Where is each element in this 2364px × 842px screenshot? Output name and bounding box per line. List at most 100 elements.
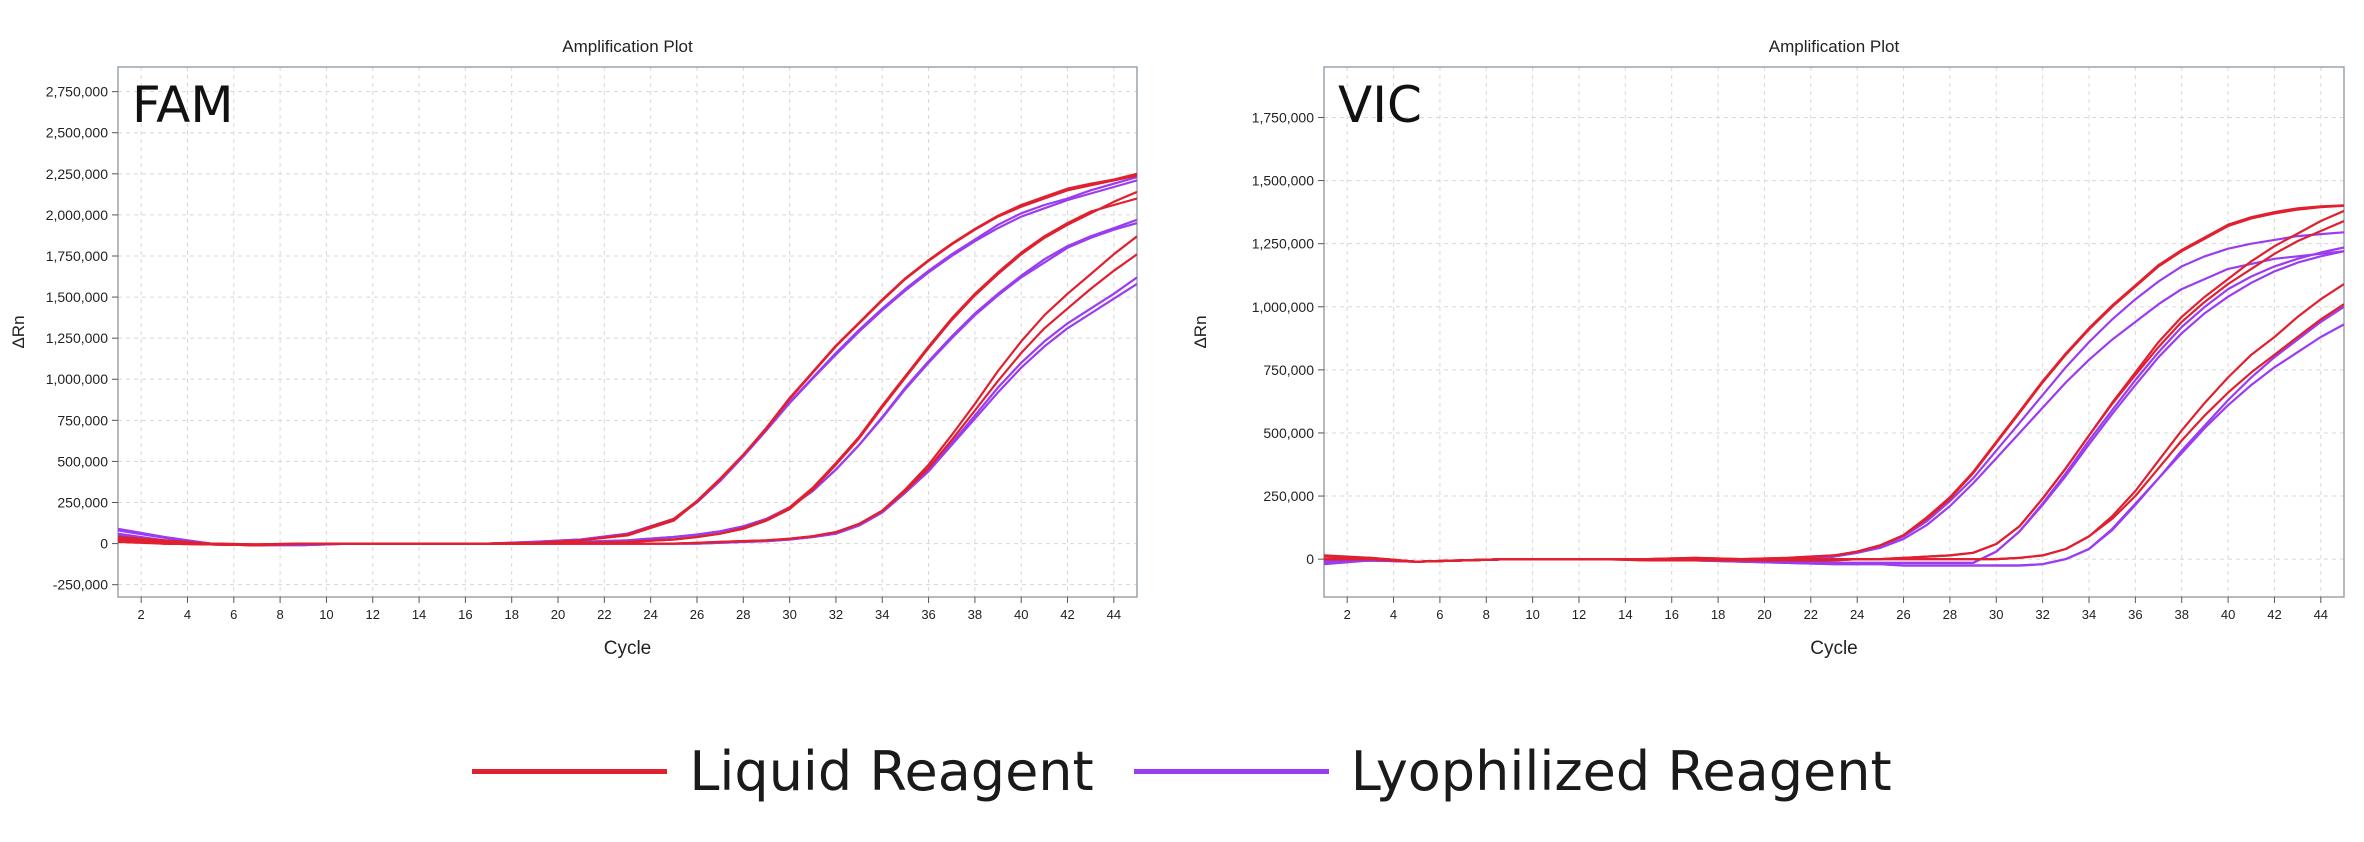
plot-frame (1323, 66, 2345, 598)
vic-plot-panel: Amplification Plot 0 250,000 500,000 750,000… (1182, 0, 2364, 700)
series-line-lyophilized-10 (1324, 323, 2344, 567)
series-line-liquid-0 (118, 174, 1137, 546)
y-tick-label: 2,250,000 (46, 166, 108, 182)
series-line-liquid-2 (118, 190, 1137, 547)
x-tick-label: 18 (1711, 607, 1725, 622)
x-tick-label: 36 (2128, 607, 2142, 622)
x-tick-label: 22 (1804, 607, 1818, 622)
series-line-lyophilized-6 (1324, 231, 2344, 564)
x-tick-label: 22 (597, 607, 611, 622)
legend-label-lyophilized: Lyophilized Reagent (1350, 739, 1892, 803)
y-tick-label: 1,250,000 (1252, 236, 1314, 252)
series-line-liquid-3 (1324, 219, 2344, 563)
y-tick-label: 1,750,000 (1252, 109, 1314, 125)
y-tick-label: 0 (1306, 551, 1314, 567)
series-line-lyophilized-6 (118, 176, 1137, 547)
plot-frame (117, 66, 1138, 598)
legend-item-liquid: Liquid Reagent (472, 739, 1094, 803)
fam-amplification-plot: Amplification Plot -250,000 0 250,000 500,00… (9, 37, 1138, 659)
x-tick-label: 44 (2314, 607, 2328, 622)
x-tick-label: 44 (1107, 607, 1121, 622)
x-tick-label: 40 (1014, 607, 1028, 622)
x-tick-label: 20 (551, 607, 565, 622)
x-tick-label: 26 (690, 607, 704, 622)
series-line-lyophilized-7 (1324, 250, 2344, 566)
series-line-lyophilized-11 (1324, 305, 2344, 567)
x-tick-label: 4 (1390, 607, 1397, 622)
x-axis-label: Cycle (1810, 638, 1858, 659)
plot-title: Amplification Plot (562, 37, 693, 56)
x-tick-label: 34 (875, 607, 889, 622)
series-line-lyophilized-11 (118, 276, 1137, 547)
x-tick-label: 10 (1525, 607, 1539, 622)
y-tick-label: 250,000 (1263, 488, 1314, 504)
y-tick-label: 750,000 (1263, 362, 1314, 378)
x-tick-label: 8 (276, 607, 283, 622)
y-tick-label: 2,000,000 (46, 207, 108, 223)
y-tick-label: -250,000 (53, 577, 108, 593)
y-tick-label: 0 (100, 536, 108, 552)
x-tick-label: 28 (736, 607, 750, 622)
x-tick-label: 12 (1572, 607, 1586, 622)
x-tick-label: 2 (1344, 607, 1351, 622)
legend: Liquid Reagent Lyophilized Reagent (0, 700, 2364, 842)
x-tick-label: 38 (968, 607, 982, 622)
legend-swatch-lyophilized (1133, 768, 1329, 774)
x-tick-label: 16 (458, 607, 472, 622)
x-tick-label: 34 (2082, 607, 2096, 622)
y-axis-label: ΔRn (9, 315, 28, 348)
panel-label: VIC (1338, 76, 1422, 134)
y-tick-label: 1,000,000 (1252, 299, 1314, 315)
x-axis-label: Cycle (604, 638, 652, 659)
y-tick-label: 500,000 (1263, 425, 1314, 441)
y-tick-label: 1,750,000 (46, 248, 108, 264)
x-tick-label: 30 (782, 607, 796, 622)
x-tick-label: 28 (1943, 607, 1957, 622)
series-line-liquid-1 (118, 172, 1137, 546)
x-tick-label: 30 (1989, 607, 2003, 622)
y-tick-label: 2,750,000 (46, 84, 108, 100)
y-tick-label: 250,000 (57, 495, 108, 511)
series-line-liquid-0 (1324, 204, 2344, 563)
x-tick-label: 40 (2221, 607, 2235, 622)
x-tick-label: 32 (829, 607, 843, 622)
legend-item-lyophilized: Lyophilized Reagent (1133, 739, 1892, 803)
fam-plot-panel: Amplification Plot -250,000 0 250,000 500,00… (0, 0, 1182, 700)
y-tick-label: 1,000,000 (46, 371, 108, 387)
x-tick-label: 38 (2174, 607, 2188, 622)
vic-amplification-plot: Amplification Plot 0 250,000 500,000 750,000… (1191, 37, 2345, 659)
x-tick-label: 24 (643, 607, 657, 622)
x-tick-label: 32 (2035, 607, 2049, 622)
series-line-liquid-4 (118, 235, 1137, 547)
x-tick-label: 16 (1664, 607, 1678, 622)
series-line-lyophilized-9 (1324, 250, 2344, 565)
panel-label: FAM (132, 76, 234, 134)
y-axis-label: ΔRn (1191, 315, 1210, 348)
legend-label-liquid: Liquid Reagent (689, 739, 1094, 803)
x-tick-label: 18 (504, 607, 518, 622)
x-tick-label: 8 (1483, 607, 1490, 622)
x-tick-label: 12 (366, 607, 380, 622)
x-tick-label: 14 (1618, 607, 1632, 622)
x-tick-label: 14 (412, 607, 426, 622)
y-tick-label: 1,500,000 (46, 289, 108, 305)
y-tick-label: 1,250,000 (46, 330, 108, 346)
series-line-lyophilized-7 (118, 179, 1137, 547)
series-line-liquid-5 (118, 253, 1137, 547)
x-tick-label: 20 (1757, 607, 1771, 622)
y-tick-label: 750,000 (57, 412, 108, 428)
x-tick-label: 26 (1896, 607, 1910, 622)
series-line-liquid-3 (118, 197, 1137, 547)
series-line-lyophilized-10 (118, 282, 1137, 547)
series-line-liquid-5 (1324, 303, 2344, 563)
x-tick-label: 4 (184, 607, 191, 622)
legend-swatch-liquid (472, 768, 668, 774)
y-tick-label: 2,500,000 (46, 125, 108, 141)
x-tick-label: 24 (1850, 607, 1864, 622)
x-tick-label: 2 (138, 607, 145, 622)
x-tick-label: 42 (1060, 607, 1074, 622)
series-line-lyophilized-8 (1324, 246, 2344, 565)
x-tick-label: 6 (1436, 607, 1443, 622)
series-line-liquid-1 (1324, 204, 2344, 563)
y-tick-label: 500,000 (57, 453, 108, 469)
